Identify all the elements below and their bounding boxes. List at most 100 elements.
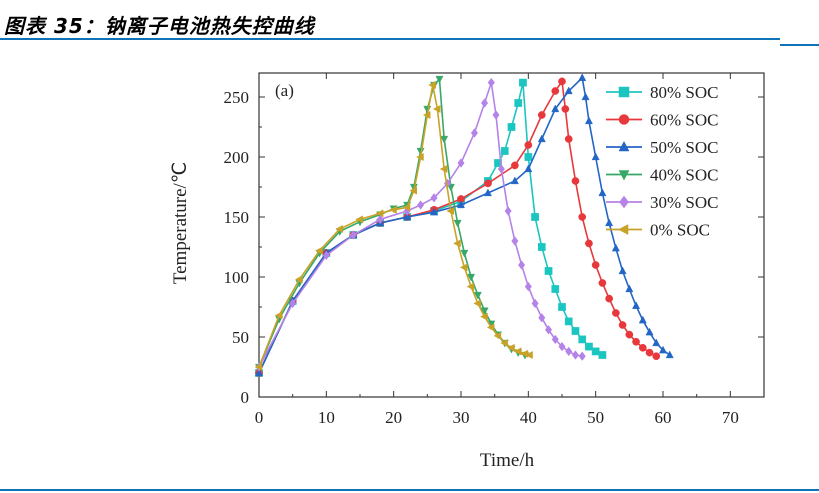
y-tick-label: 50 (232, 328, 249, 347)
legend-label: 80% SOC (650, 83, 718, 102)
data-point (375, 209, 384, 218)
data-point (638, 315, 647, 324)
data-point (551, 334, 559, 345)
x-tick-label: 50 (587, 408, 604, 427)
data-point (376, 214, 384, 225)
data-point (544, 325, 553, 335)
data-point (618, 321, 627, 329)
y-tick-label: 100 (224, 268, 250, 287)
data-point (430, 193, 438, 203)
data-point (551, 104, 560, 113)
data-point (538, 313, 546, 323)
data-point (480, 307, 489, 316)
data-point (389, 205, 397, 214)
data-point (652, 352, 661, 361)
legend-label: 60% SOC (650, 111, 718, 130)
data-point (456, 200, 466, 209)
data-point (403, 212, 412, 221)
legend: 80% SOC 60% SOC 50% SOC 40% SOC 30% SOC 0% SO… (606, 83, 718, 240)
y-tick-label: 250 (224, 88, 250, 107)
data-point (473, 291, 482, 300)
data-point (551, 285, 560, 293)
series-line (258, 82, 583, 368)
data-point (558, 303, 566, 311)
x-tick-label: 10 (318, 408, 335, 427)
data-point (591, 152, 600, 161)
data-point (439, 164, 448, 174)
data-point (446, 206, 455, 216)
panel-label: (a) (275, 81, 294, 100)
series-30-soc (255, 77, 586, 372)
data-point (578, 213, 587, 221)
legend-label: 40% SOC (650, 166, 718, 185)
data-point (585, 239, 593, 248)
series-80-soc (255, 78, 607, 377)
data-point (481, 98, 489, 108)
data-point (524, 141, 533, 149)
legend-marker (619, 195, 629, 209)
data-point (544, 267, 553, 275)
data-point (658, 345, 668, 354)
data-point (625, 284, 634, 293)
data-point (537, 134, 546, 143)
data-point (355, 215, 364, 224)
data-point (500, 147, 509, 155)
series-50-soc (254, 73, 674, 377)
plot-frame (258, 72, 765, 398)
data-point (537, 243, 546, 251)
data-point (612, 309, 620, 317)
data-point (483, 188, 492, 197)
data-point (274, 311, 283, 320)
data-point (598, 188, 607, 197)
legend-label: 50% SOC (650, 138, 718, 157)
data-point (645, 348, 654, 357)
data-point (578, 73, 587, 81)
data-point (507, 343, 515, 352)
data-point (611, 243, 620, 252)
data-point (507, 123, 516, 131)
series-layer (254, 73, 674, 377)
legend-marker (618, 170, 630, 181)
figure-caption-bar: 图表 35：钠离子电池热失控曲线 (0, 0, 819, 44)
data-point (518, 260, 526, 270)
data-point (525, 350, 533, 360)
series-40-soc (254, 75, 529, 372)
legend-marker (618, 140, 630, 152)
data-point (564, 86, 573, 95)
data-point (460, 249, 469, 258)
data-point (565, 346, 573, 357)
data-point (652, 338, 661, 347)
data-point (618, 266, 627, 275)
data-point (625, 330, 634, 339)
data-point (467, 273, 476, 282)
data-point (632, 337, 640, 346)
data-point (470, 128, 479, 138)
legend-marker (618, 114, 630, 125)
data-point (417, 200, 425, 210)
legend-marker (618, 86, 630, 98)
data-point (402, 203, 411, 212)
data-point (571, 350, 580, 360)
x-tick-label: 70 (722, 408, 739, 427)
data-point (504, 206, 512, 216)
data-point (432, 104, 441, 114)
legend-marker (617, 224, 629, 235)
data-point (531, 298, 539, 309)
data-point (571, 327, 580, 335)
data-point (493, 331, 502, 340)
data-point (571, 177, 580, 185)
data-point (632, 301, 641, 309)
data-point (578, 335, 587, 344)
data-point (564, 135, 573, 143)
y-tick-label: 150 (224, 208, 250, 227)
data-point (315, 246, 323, 255)
data-point (440, 135, 449, 144)
data-point (585, 342, 593, 351)
data-point (519, 78, 527, 87)
y-axis-title: Temperature/℃ (170, 162, 191, 284)
data-point (480, 312, 488, 321)
data-point (500, 338, 508, 348)
data-point (422, 110, 431, 120)
data-point (605, 294, 613, 303)
data-point (578, 351, 586, 361)
